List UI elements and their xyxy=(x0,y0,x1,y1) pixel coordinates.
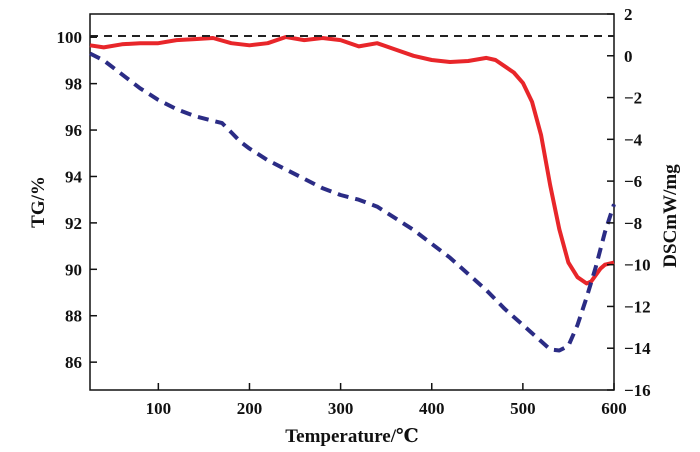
right-tick-label: −4 xyxy=(624,130,643,149)
right-axis-title: DSCmW/mg xyxy=(660,164,681,268)
left-tick-label: 98 xyxy=(65,75,82,94)
x-tick-label: 300 xyxy=(328,399,354,418)
x-tick-label: 600 xyxy=(601,399,627,418)
right-tick-label: −10 xyxy=(624,256,651,275)
left-tick-label: 90 xyxy=(65,260,82,279)
series-layer xyxy=(89,35,616,353)
x-tick-label: 500 xyxy=(510,399,536,418)
right-tick-label: −14 xyxy=(624,339,651,358)
left-tick-label: 94 xyxy=(65,167,83,186)
right-tick-label: −8 xyxy=(624,214,642,233)
right-tick-label: −6 xyxy=(624,172,642,191)
left-tick-label: 96 xyxy=(65,121,82,140)
plot-frame xyxy=(89,13,615,391)
x-tick-label: 400 xyxy=(419,399,445,418)
right-tick-label: −2 xyxy=(624,89,642,108)
tick-layer: 100 200 300 400 500 600 86 88 90 92 94 96 98 100 2 0 −2 −… xyxy=(57,5,652,418)
x-tick-label: 200 xyxy=(237,399,263,418)
right-tick-label: 2 xyxy=(624,5,633,24)
right-tick-label: −12 xyxy=(624,297,651,316)
right-tick-label: 0 xyxy=(624,47,633,66)
right-tick-label: −16 xyxy=(624,381,651,400)
x-axis-title: Temperature/℃ xyxy=(285,426,419,447)
x-tick-label: 100 xyxy=(146,399,172,418)
left-tick-label: 86 xyxy=(65,353,82,372)
dsc-curve xyxy=(89,35,615,286)
left-tick-label: 92 xyxy=(65,214,82,233)
tg-curve xyxy=(89,51,616,353)
left-tick-label: 100 xyxy=(57,28,83,47)
left-axis-title: TG/% xyxy=(28,176,49,228)
left-tick-label: 88 xyxy=(65,307,82,326)
